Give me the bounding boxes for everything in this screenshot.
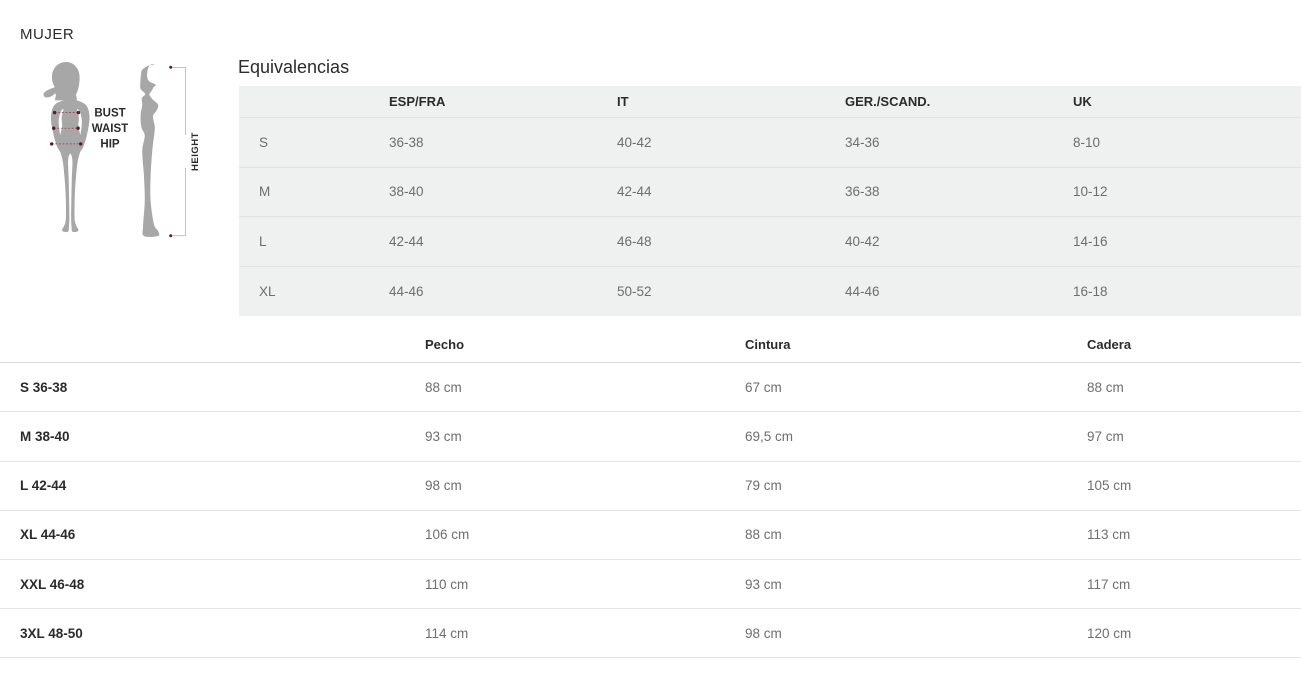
svg-text:WAIST: WAIST: [92, 123, 128, 135]
svg-text:HEIGHT: HEIGHT: [190, 132, 201, 171]
svg-text:BUST: BUST: [94, 108, 125, 120]
svg-text:HIP: HIP: [100, 139, 120, 151]
